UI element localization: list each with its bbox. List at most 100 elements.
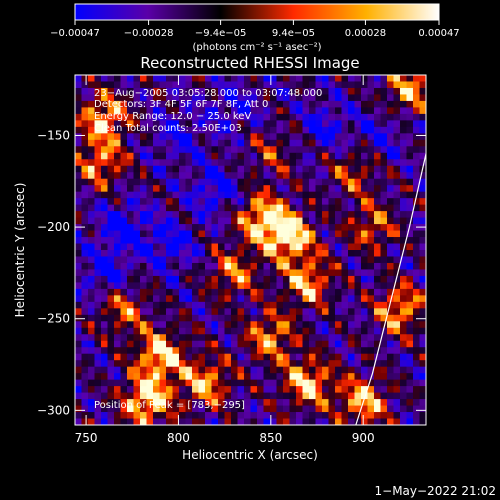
heatmap-cell xyxy=(140,87,148,96)
heatmap-cell xyxy=(341,412,349,420)
heatmap-cell xyxy=(140,314,148,322)
heatmap-cell xyxy=(205,224,213,232)
heatmap-cell xyxy=(387,360,395,368)
heatmap-cell xyxy=(140,262,148,271)
heatmap-cell xyxy=(335,353,343,361)
heatmap-cell xyxy=(270,386,278,394)
heatmap-cell xyxy=(309,120,317,128)
heatmap-cell xyxy=(166,204,174,212)
heatmap-cell xyxy=(120,262,128,271)
heatmap-cell xyxy=(205,178,213,186)
heatmap-cell xyxy=(296,230,304,238)
heatmap-cell xyxy=(250,275,258,284)
heatmap-cell xyxy=(120,152,128,160)
heatmap-cell xyxy=(270,340,278,348)
heatmap-cell xyxy=(328,152,336,160)
heatmap-cell xyxy=(146,405,154,413)
heatmap-cell xyxy=(374,256,382,264)
heatmap-cell xyxy=(335,373,343,381)
heatmap-cell xyxy=(81,198,89,206)
heatmap-cell xyxy=(276,418,284,425)
heatmap-cell xyxy=(296,250,304,258)
heatmap-cell xyxy=(179,113,187,121)
heatmap-cell xyxy=(361,399,369,407)
heatmap-cell xyxy=(75,366,83,374)
heatmap-cell xyxy=(348,107,356,115)
heatmap-cell xyxy=(107,288,115,296)
heatmap-cell xyxy=(419,94,426,102)
heatmap-cell xyxy=(192,81,200,89)
heatmap-cell xyxy=(270,198,278,206)
heatmap-cell xyxy=(244,100,252,109)
heatmap-cell xyxy=(283,243,291,251)
heatmap-cell xyxy=(413,107,421,115)
heatmap-cell xyxy=(361,412,369,420)
heatmap-cell xyxy=(211,262,219,271)
heatmap-cell xyxy=(296,159,304,167)
x-tick-label: 800 xyxy=(167,431,190,445)
heatmap-cell xyxy=(133,159,141,167)
heatmap-cell xyxy=(393,94,401,102)
plot-frame xyxy=(74,74,427,426)
heatmap-cell xyxy=(146,386,154,394)
heatmap-cell xyxy=(185,366,193,374)
heatmap-cell xyxy=(328,165,336,173)
heatmap-cell xyxy=(211,204,219,212)
heatmap-cell xyxy=(380,405,388,413)
heatmap-cell xyxy=(400,146,408,154)
heatmap-cell xyxy=(289,327,297,335)
heatmap-cell xyxy=(88,334,96,342)
heatmap-cell xyxy=(270,204,278,212)
heatmap-cell xyxy=(101,139,109,147)
heatmap-cell xyxy=(127,360,135,368)
heatmap-cell xyxy=(380,87,388,96)
heatmap-cell xyxy=(205,308,213,316)
heatmap-cell xyxy=(211,211,219,219)
heatmap-cell xyxy=(387,126,395,134)
heatmap-cell xyxy=(322,412,330,420)
heatmap-cell xyxy=(172,347,180,355)
heatmap-cell xyxy=(75,288,83,296)
heatmap-cell xyxy=(153,107,161,115)
heatmap-cell xyxy=(133,152,141,160)
heatmap-cell xyxy=(81,340,89,348)
heatmap-cell xyxy=(231,399,239,407)
heatmap-cell xyxy=(322,334,330,342)
heatmap-cell xyxy=(114,243,122,251)
heatmap-cell xyxy=(387,211,395,219)
heatmap-cell xyxy=(341,152,349,160)
heatmap-cell xyxy=(159,412,167,420)
heatmap-cell xyxy=(75,379,83,387)
heatmap-cell xyxy=(413,217,421,225)
heatmap-cell xyxy=(361,243,369,251)
heatmap-cell xyxy=(322,172,330,180)
heatmap-cell xyxy=(192,360,200,368)
annotation-time-range: 23−Aug−2005 03:05:28.000 to 03:07:48.000 xyxy=(94,88,322,99)
heatmap-cell xyxy=(380,412,388,420)
heatmap-cell xyxy=(94,100,102,109)
heatmap-cell xyxy=(289,347,297,355)
heatmap-cell xyxy=(192,399,200,407)
heatmap-cell xyxy=(205,250,213,258)
heatmap-cell xyxy=(296,217,304,225)
heatmap-cell xyxy=(166,353,174,361)
heatmap-cell xyxy=(133,100,141,109)
heatmap-cell xyxy=(400,334,408,342)
heatmap-cell xyxy=(237,100,245,109)
heatmap-cell xyxy=(153,282,161,290)
heatmap-cell xyxy=(341,353,349,361)
heatmap-cell xyxy=(185,159,193,167)
heatmap-cell xyxy=(289,87,297,96)
heatmap-cell xyxy=(361,152,369,160)
heatmap-cell xyxy=(322,340,330,348)
heatmap-cell xyxy=(276,198,284,206)
heatmap-cell xyxy=(179,353,187,361)
heatmap-cell xyxy=(302,366,310,374)
heatmap-cell xyxy=(309,314,317,322)
colorbar-tick-label: 9.4e−05 xyxy=(272,28,315,39)
heatmap-cell xyxy=(94,172,102,180)
heatmap-cell xyxy=(276,399,284,407)
heatmap-cell xyxy=(75,152,83,160)
heatmap-cell xyxy=(270,399,278,407)
heatmap-cell xyxy=(374,243,382,251)
